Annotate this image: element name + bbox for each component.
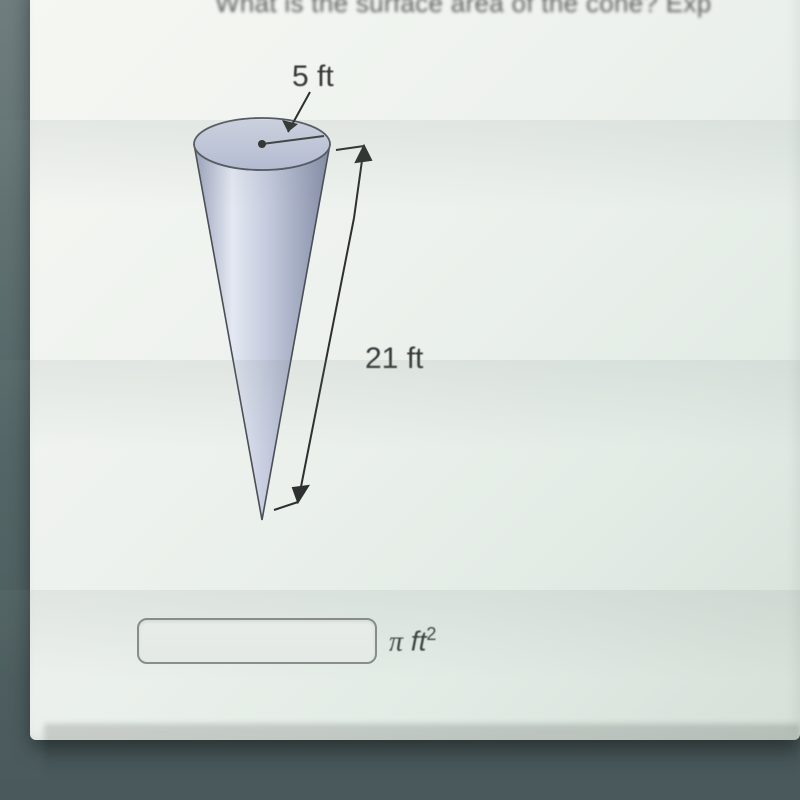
slant-label: 21 ft [365, 342, 423, 376]
worksheet-paper: What is the surface area of the cone? Ex… [30, 0, 800, 740]
question-text: What is the surface area of the cone? Ex… [215, 0, 711, 19]
cone-diagram: 5 ft 21 ft [150, 50, 470, 590]
center-dot [258, 140, 266, 148]
unit-label: π ft2 [389, 624, 436, 658]
cone-svg [150, 50, 470, 590]
radius-label: 5 ft [292, 60, 334, 94]
answer-input[interactable] [137, 618, 377, 664]
cone-body [194, 144, 330, 520]
answer-row: π ft2 [137, 618, 436, 664]
unit-exp: 2 [426, 624, 436, 644]
unit-ft: ft [403, 625, 426, 656]
pi-symbol: π [389, 626, 403, 657]
paper-bottom-edge [44, 724, 800, 784]
